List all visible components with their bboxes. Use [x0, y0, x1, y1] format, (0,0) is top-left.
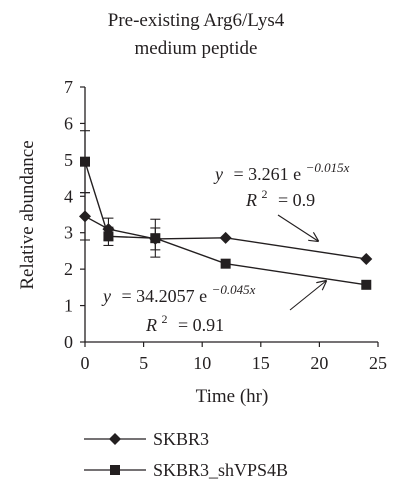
svg-text:R 2 = 0.91: R 2 = 0.91 — [145, 307, 224, 335]
legend-item-skbr3: SKBR3 — [84, 429, 209, 449]
series-skbr3 — [79, 192, 373, 265]
series-layer — [79, 130, 373, 290]
fit-annotation-skbr3: y = 3.261 e −0.015x R 2 = 0.9 — [213, 160, 350, 241]
legend-marker-skbr3 — [109, 433, 121, 445]
series-skbr3-shvps4b — [80, 130, 372, 290]
legend-item-shvps4b: SKBR3_shVPS4B — [84, 460, 288, 480]
y-tick-label: 3 — [64, 223, 73, 243]
x-tick-label: 0 — [81, 353, 90, 373]
chart-title-line2: medium peptide — [135, 38, 258, 59]
data-point-square — [150, 233, 161, 244]
fit-eq-coef-shvps4b: = 34.2057 e — [122, 286, 208, 306]
y-tick-label: 1 — [64, 296, 73, 316]
fit-eq-exp-skbr3: −0.015x — [306, 160, 350, 175]
fit-r2-sup-shvps4b: 2 — [162, 312, 168, 326]
fit-r2-label-shvps4b: R — [145, 315, 157, 335]
fit-r2-sup-skbr3: 2 — [262, 187, 268, 201]
data-point-diamond — [360, 252, 373, 265]
x-tick-label: 25 — [369, 353, 387, 373]
y-axis-label: Relative abundance — [17, 140, 38, 289]
y-tick-label: 4 — [64, 186, 73, 206]
svg-text:y = 3.261 e −0.015: y = 3.261 e −0.015x — [213, 160, 350, 184]
data-point-diamond — [79, 210, 91, 223]
data-point-diamond — [219, 231, 232, 244]
svg-text:R 2 = 0.9: R 2 = 0.9 — [245, 182, 315, 210]
chart-title-line1: Pre-existing Arg6/Lys4 — [108, 10, 285, 31]
fit-r2-value-skbr3: = 0.9 — [278, 190, 315, 210]
x-tick-label: 20 — [310, 353, 328, 373]
y-axis-ticks: 0 1 2 3 4 5 6 7 — [64, 77, 85, 352]
legend-marker-shvps4b — [110, 465, 120, 475]
x-axis-ticks: 0 5 10 15 20 25 — [81, 342, 387, 373]
data-point-square — [80, 156, 90, 167]
fit-arrow-shvps4b — [289, 281, 326, 311]
y-tick-label: 0 — [64, 332, 73, 352]
y-tick-label: 5 — [64, 150, 73, 170]
fit-eq-y-shvps4b: y — [101, 286, 111, 306]
x-tick-label: 5 — [139, 353, 148, 373]
fit-r2-label-skbr3: R — [245, 190, 257, 210]
x-tick-label: 10 — [193, 353, 211, 373]
y-tick-label: 7 — [64, 77, 73, 97]
legend: SKBR3 SKBR3_shVPS4B — [84, 429, 288, 480]
y-tick-label: 2 — [64, 259, 73, 279]
fit-arrow-skbr3 — [277, 214, 318, 241]
svg-text:y = 34.2057 e −0.0: y = 34.2057 e −0.045x — [101, 282, 256, 306]
fit-annotation-shvps4b: y = 34.2057 e −0.045x R 2 = 0.91 — [101, 281, 326, 335]
x-tick-label: 15 — [252, 353, 270, 373]
fit-eq-coef-skbr3: = 3.261 e — [234, 164, 302, 184]
data-point-square — [220, 258, 231, 269]
y-tick-label: 6 — [64, 113, 73, 133]
data-point-square — [103, 231, 114, 242]
x-axis-label: Time (hr) — [196, 386, 269, 407]
legend-label-shvps4b: SKBR3_shVPS4B — [153, 460, 288, 480]
fit-r2-value-shvps4b: = 0.91 — [178, 315, 224, 335]
legend-label-skbr3: SKBR3 — [153, 429, 209, 449]
fit-eq-y-skbr3: y — [213, 164, 223, 184]
data-point-square — [361, 279, 372, 290]
fit-eq-exp-shvps4b: −0.045x — [212, 282, 256, 297]
